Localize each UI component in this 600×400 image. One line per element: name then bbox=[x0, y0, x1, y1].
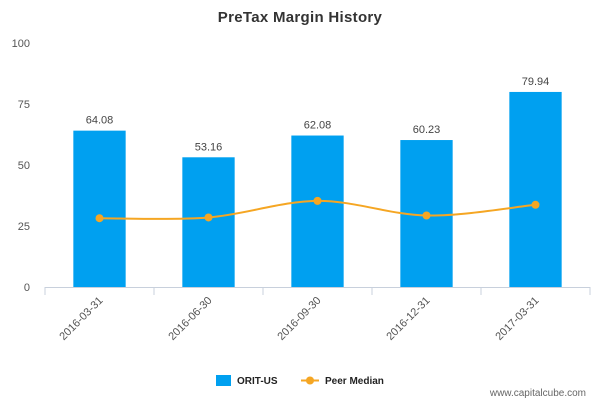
y-tick-label: 50 bbox=[18, 160, 30, 172]
x-tick-label: 2016-06-30 bbox=[166, 295, 214, 343]
y-tick-label: 75 bbox=[18, 99, 30, 111]
bar-series bbox=[73, 91, 562, 287]
legend-marker-peer bbox=[306, 376, 314, 385]
x-tick-label: 2017-03-31 bbox=[493, 295, 541, 343]
legend-label-orit: ORIT-US bbox=[237, 376, 278, 387]
peer-median-point bbox=[531, 200, 540, 209]
peer-median-point bbox=[313, 196, 322, 205]
x-tick-label: 2016-12-31 bbox=[384, 295, 432, 343]
watermark: www.capitalcube.com bbox=[489, 388, 586, 399]
legend-label-peer: Peer Median bbox=[325, 376, 384, 387]
y-axis: 0 25 50 75 100 bbox=[12, 38, 30, 294]
bar bbox=[509, 91, 562, 287]
chart-title: PreTax Margin History bbox=[218, 9, 383, 26]
y-tick-label: 0 bbox=[24, 282, 30, 294]
legend-swatch-orit bbox=[216, 375, 231, 386]
bar bbox=[73, 130, 126, 287]
bar bbox=[182, 157, 235, 287]
data-labels: 64.08 53.16 62.08 60.23 79.94 bbox=[86, 76, 550, 153]
y-tick-label: 100 bbox=[12, 38, 30, 50]
data-label: 53.16 bbox=[195, 141, 223, 153]
data-label: 60.23 bbox=[413, 124, 441, 136]
data-label: 79.94 bbox=[522, 76, 550, 88]
data-label: 64.08 bbox=[86, 115, 114, 127]
peer-median-series bbox=[95, 196, 540, 223]
x-tick-label: 2016-09-30 bbox=[275, 295, 323, 343]
y-tick-label: 25 bbox=[18, 221, 30, 233]
x-axis: 2016-03-31 2016-06-30 2016-09-30 2016-12-31… bbox=[44, 287, 591, 343]
x-tick-label: 2016-03-31 bbox=[57, 295, 105, 343]
peer-median-point bbox=[95, 214, 104, 223]
data-label: 62.08 bbox=[304, 120, 332, 132]
peer-median-point bbox=[204, 213, 213, 222]
peer-median-point bbox=[422, 211, 431, 220]
bar bbox=[291, 135, 344, 287]
legend: ORIT-US Peer Median bbox=[216, 375, 384, 387]
